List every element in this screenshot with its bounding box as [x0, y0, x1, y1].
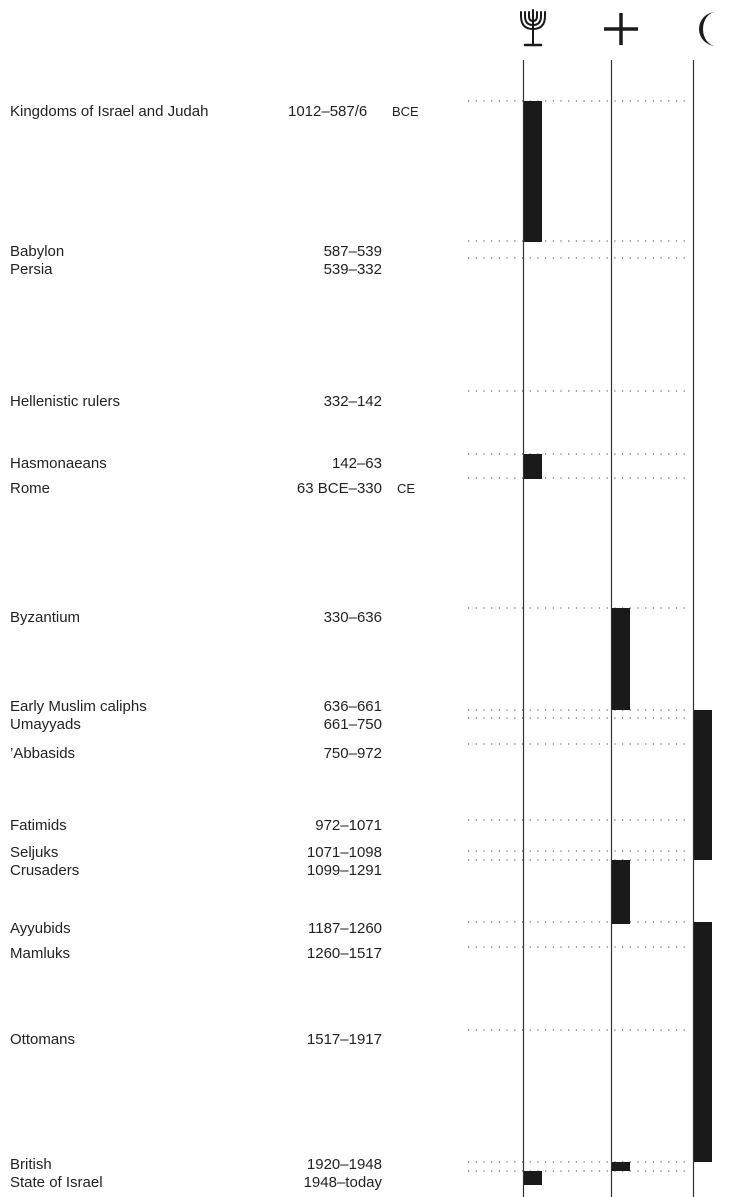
- row-dates-hellenistic: 332–142: [323, 393, 382, 410]
- row-dates-fatimids: 972–1071: [315, 817, 382, 834]
- row-name-hellenistic: Hellenistic rulers: [10, 393, 121, 410]
- christianity-bar-byzantium: [612, 608, 630, 710]
- row-name-seljuks: Seljuks: [10, 844, 59, 861]
- row-name-ottomans: Ottomans: [10, 1031, 76, 1048]
- row-name-state-of-israel: State of Israel: [10, 1174, 103, 1191]
- row-name-crusaders: Crusaders: [10, 862, 80, 879]
- row-dates-abbasids: 750–972: [323, 745, 382, 762]
- row-name-ayyubids: Ayyubids: [10, 920, 71, 937]
- row-dates-babylon: 587–539: [323, 243, 382, 260]
- row-dates-ayyubids: 1187–1260: [308, 920, 382, 937]
- row-era-rome: CE: [397, 481, 416, 496]
- row-dates-byzantium: 330–636: [323, 609, 382, 626]
- rule-bars: [524, 101, 712, 1185]
- row-dates-british: 1920–1948: [306, 1156, 382, 1173]
- christianity-bar-british: [612, 1162, 630, 1171]
- row-dates-ottomans: 1517–1917: [306, 1031, 382, 1048]
- row-name-mamluks: Mamluks: [10, 945, 71, 962]
- row-dates-seljuks: 1071–1098: [306, 844, 382, 861]
- row-name-fatimids: Fatimids: [10, 817, 67, 834]
- row-dates-hasmonaeans: 142–63: [331, 455, 382, 472]
- menorah-icon: [520, 9, 546, 47]
- row-name-kingdoms: Kingdoms of Israel and Judah: [10, 103, 209, 120]
- row-name-rome: Rome: [10, 480, 51, 497]
- row-name-abbasids: ’Abbasids: [10, 745, 76, 762]
- row-name-byzantium: Byzantium: [10, 609, 81, 626]
- row-dates-state-of-israel: 1948–today: [303, 1174, 382, 1191]
- row-dates-umayyads: 661–750: [323, 716, 382, 733]
- cross-icon: [604, 13, 638, 45]
- judaism-bar-state-of-israel: [524, 1171, 542, 1185]
- row-name-umayyads: Umayyads: [10, 716, 81, 733]
- islam-bar-ayyubid-to-ottoman: [694, 922, 712, 1162]
- row-name-babylon: Babylon: [10, 243, 65, 260]
- row-dates-rome: 63 BCE–330: [296, 480, 382, 497]
- period-separators: [468, 100, 690, 1172]
- row-name-early-caliphs: Early Muslim caliphs: [10, 698, 147, 715]
- judaism-bar-hasmonaeans: [524, 454, 542, 479]
- row-era-kingdoms: BCE: [392, 104, 419, 119]
- row-dates-mamluks: 1260–1517: [306, 945, 382, 962]
- row-dates-persia: 539–332: [323, 261, 382, 278]
- islam-bar-umayyad-to-seljuk: [694, 710, 712, 860]
- crescent-icon: [699, 12, 716, 46]
- row-name-british: British: [10, 1156, 52, 1173]
- christianity-bar-crusaders: [612, 860, 630, 924]
- row-name-persia: Persia: [10, 261, 53, 278]
- row-name-hasmonaeans: Hasmonaeans: [10, 455, 107, 472]
- row-dates-early-caliphs: 636–661: [323, 698, 382, 715]
- row-dates-kingdoms: 1012–587/6: [288, 103, 368, 120]
- judaism-bar-kingdoms: [524, 101, 542, 242]
- row-dates-crusaders: 1099–1291: [306, 862, 382, 879]
